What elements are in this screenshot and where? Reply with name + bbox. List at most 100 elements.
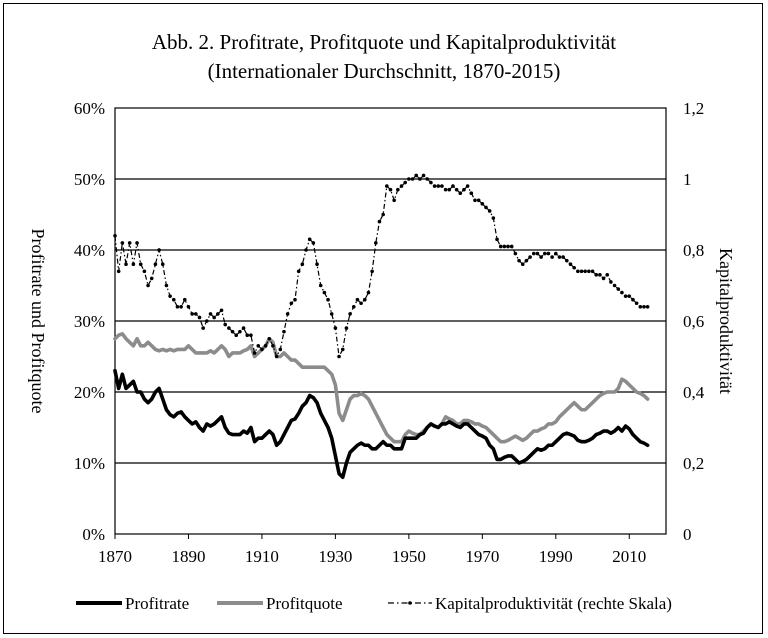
series-point-kapitalproduktivit-t-rechte-skala [487, 209, 492, 213]
series-point-kapitalproduktivit-t-rechte-skala [421, 173, 426, 178]
series-point-kapitalproduktivit-t-rechte-skala [513, 251, 518, 256]
series-point-kapitalproduktivit-t-rechte-skala [337, 354, 341, 359]
series-point-kapitalproduktivit-t-rechte-skala [252, 351, 257, 355]
series-point-kapitalproduktivit-t-rechte-skala [241, 326, 246, 330]
series-point-kapitalproduktivit-t-rechte-skala [388, 187, 393, 192]
series-point-kapitalproduktivit-t-rechte-skala [620, 290, 624, 295]
series-point-kapitalproduktivit-t-rechte-skala [542, 251, 547, 256]
series-point-kapitalproduktivit-t-rechte-skala [407, 177, 411, 181]
series-point-kapitalproduktivit-t-rechte-skala [612, 283, 617, 288]
series-point-kapitalproduktivit-t-rechte-skala [171, 297, 176, 302]
series-point-kapitalproduktivit-t-rechte-skala [517, 258, 521, 263]
series-point-kapitalproduktivit-t-rechte-skala [223, 322, 227, 327]
series-point-kapitalproduktivit-t-rechte-skala [315, 262, 319, 267]
series-point-kapitalproduktivit-t-rechte-skala [473, 198, 477, 203]
series-point-kapitalproduktivit-t-rechte-skala [160, 262, 165, 267]
series-point-kapitalproduktivit-t-rechte-skala [634, 301, 639, 306]
series-point-kapitalproduktivit-t-rechte-skala [208, 312, 213, 316]
series-point-kapitalproduktivit-t-rechte-skala [414, 173, 419, 178]
y-axis-left: 0% 10% 20% 30% 40% 50% 60% [74, 99, 105, 544]
series-point-kapitalproduktivit-t-rechte-skala [502, 244, 507, 249]
series-point-kapitalproduktivit-t-rechte-skala [322, 290, 327, 295]
y-axis-right-label: Kapitalproduktivität [716, 248, 736, 394]
series-point-kapitalproduktivit-t-rechte-skala [579, 269, 584, 274]
series-point-kapitalproduktivit-t-rechte-skala [201, 326, 205, 330]
series-point-kapitalproduktivit-t-rechte-skala [124, 262, 128, 267]
series-line-profitrate [113, 368, 650, 479]
chart-frame: Abb. 2. Profitrate, Profitquote und Kapi… [3, 3, 763, 634]
series-point-kapitalproduktivit-t-rechte-skala [138, 262, 143, 267]
legend-label-kapitalproduktivitaet: Kapitalproduktivität (rechte Skala) [435, 594, 672, 613]
series-point-kapitalproduktivit-t-rechte-skala [469, 191, 474, 195]
series-point-kapitalproduktivit-t-rechte-skala [572, 265, 576, 270]
series-point-kapitalproduktivit-t-rechte-skala [594, 273, 599, 277]
series-point-kapitalproduktivit-t-rechte-skala [509, 244, 514, 249]
series-point-kapitalproduktivit-t-rechte-skala [249, 333, 253, 338]
series-point-kapitalproduktivit-t-rechte-skala [484, 205, 488, 210]
series-point-kapitalproduktivit-t-rechte-skala [576, 269, 580, 274]
series-point-kapitalproduktivit-t-rechte-skala [568, 262, 573, 267]
y-right-tick-label: 1 [683, 170, 692, 189]
legend-label-profitrate: Profitrate [125, 594, 189, 613]
series-point-kapitalproduktivit-t-rechte-skala [623, 294, 628, 298]
series-point-kapitalproduktivit-t-rechte-skala [318, 283, 323, 288]
series-point-kapitalproduktivit-t-rechte-skala [340, 347, 345, 352]
series-point-kapitalproduktivit-t-rechte-skala [135, 241, 139, 245]
y-left-tick-label: 50% [74, 170, 105, 189]
series-point-kapitalproduktivit-t-rechte-skala [293, 297, 297, 302]
series-point-kapitalproduktivit-t-rechte-skala [451, 184, 455, 188]
series-point-kapitalproduktivit-t-rechte-skala [256, 344, 261, 348]
y-axis-left-label: Profitrate und Profitquote [28, 229, 48, 414]
series-point-kapitalproduktivit-t-rechte-skala [267, 336, 272, 341]
series-point-kapitalproduktivit-t-rechte-skala [116, 269, 121, 274]
series-point-kapitalproduktivit-t-rechte-skala [146, 283, 150, 288]
series-point-kapitalproduktivit-t-rechte-skala [465, 184, 470, 188]
series-point-kapitalproduktivit-t-rechte-skala [418, 177, 422, 181]
series-point-kapitalproduktivit-t-rechte-skala [296, 269, 301, 274]
series-point-kapitalproduktivit-t-rechte-skala [120, 241, 125, 245]
series-point-kapitalproduktivit-t-rechte-skala [359, 301, 363, 306]
y-left-tick-label: 0% [82, 525, 105, 544]
series-point-kapitalproduktivit-t-rechte-skala [645, 305, 650, 309]
x-axis: 1870 1890 1910 1930 1950 1970 1990 2010 [98, 534, 646, 566]
series-point-kapitalproduktivit-t-rechte-skala [168, 294, 172, 298]
series-point-kapitalproduktivit-t-rechte-skala [113, 234, 117, 238]
y-left-tick-label: 60% [74, 99, 105, 118]
series-point-kapitalproduktivit-t-rechte-skala [153, 262, 158, 267]
series-point-kapitalproduktivit-t-rechte-skala [627, 294, 632, 298]
series-point-kapitalproduktivit-t-rechte-skala [443, 187, 448, 192]
series-point-kapitalproduktivit-t-rechte-skala [142, 269, 147, 274]
series-point-kapitalproduktivit-t-rechte-skala [333, 326, 338, 330]
series-point-kapitalproduktivit-t-rechte-skala [197, 315, 202, 320]
chart-subtitle: (Internationaler Durchschnitt, 1870-2015… [208, 59, 561, 83]
series-point-kapitalproduktivit-t-rechte-skala [179, 305, 183, 309]
series-point-kapitalproduktivit-t-rechte-skala [182, 297, 187, 302]
series-point-kapitalproduktivit-t-rechte-skala [531, 251, 536, 256]
series-point-kapitalproduktivit-t-rechte-skala [285, 312, 290, 316]
series-point-kapitalproduktivit-t-rechte-skala [506, 244, 510, 249]
series-point-kapitalproduktivit-t-rechte-skala [535, 251, 540, 256]
series-point-kapitalproduktivit-t-rechte-skala [539, 255, 543, 259]
series-point-kapitalproduktivit-t-rechte-skala [605, 273, 610, 277]
series-point-kapitalproduktivit-t-rechte-skala [351, 305, 356, 309]
series-point-kapitalproduktivit-t-rechte-skala [447, 187, 452, 192]
series-point-kapitalproduktivit-t-rechte-skala [300, 262, 305, 267]
chart-title: Abb. 2. Profitrate, Profitquote und Kapi… [152, 30, 616, 54]
series-point-kapitalproduktivit-t-rechte-skala [480, 202, 485, 206]
series-point-kapitalproduktivit-t-rechte-skala [205, 319, 209, 323]
series-point-kapitalproduktivit-t-rechte-skala [307, 237, 312, 242]
series-layer [113, 173, 650, 479]
series-point-kapitalproduktivit-t-rechte-skala [396, 187, 400, 192]
series-point-kapitalproduktivit-t-rechte-skala [491, 216, 496, 220]
x-tick-label: 2010 [612, 547, 646, 566]
y-axis-right: 0 0,2 0,4 0,6 0,8 1 1,2 [683, 99, 705, 544]
series-point-kapitalproduktivit-t-rechte-skala [245, 333, 250, 338]
series-point-kapitalproduktivit-t-rechte-skala [263, 344, 268, 348]
x-tick-label: 1950 [392, 547, 426, 566]
series-point-kapitalproduktivit-t-rechte-skala [149, 276, 154, 281]
x-tick-label: 1910 [245, 547, 279, 566]
series-point-kapitalproduktivit-t-rechte-skala [234, 333, 239, 338]
legend-marker-kapitalproduktivitaet [408, 601, 412, 605]
series-point-kapitalproduktivit-t-rechte-skala [355, 297, 360, 302]
x-tick-label: 1890 [171, 547, 205, 566]
